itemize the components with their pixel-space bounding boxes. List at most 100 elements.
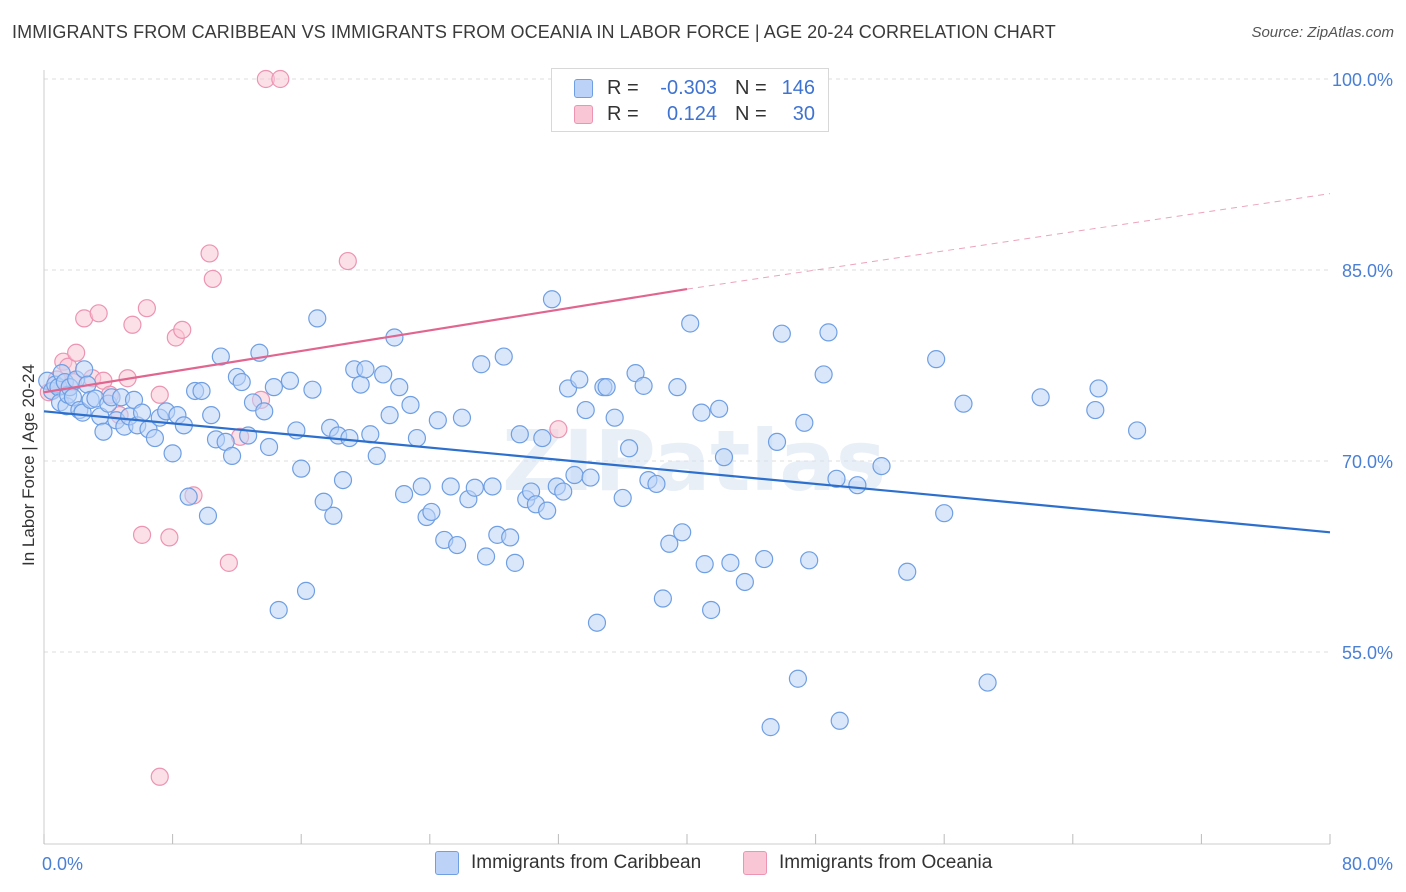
- tick-labels: 55.0% 70.0% 85.0% 100.0% 0.0% 80.0%: [42, 70, 1393, 874]
- caribbean-point: [767, 432, 787, 451]
- bottom-legend-caribbean: Immigrants from Caribbean: [435, 851, 701, 875]
- caribbean-point: [75, 360, 94, 379]
- oceania-swatch: [574, 104, 593, 124]
- caribbean-legend-swatch: [435, 851, 459, 875]
- caribbean-point: [660, 534, 679, 553]
- trend-lines: [43, 193, 1331, 534]
- caribbean-point: [1127, 421, 1147, 440]
- caribbean-point: [380, 406, 399, 425]
- r-label: R =: [607, 102, 639, 125]
- caribbean-point: [351, 375, 370, 394]
- caribbean-point: [898, 562, 917, 581]
- caribbean-point: [94, 422, 113, 441]
- legend-row-oceania: R = 0.124 N = 30: [574, 102, 815, 126]
- caribbean-point: [570, 370, 589, 389]
- caribbean-point: [264, 378, 283, 397]
- x-tick-label: 0.0%: [42, 854, 83, 874]
- caribbean-point: [542, 290, 562, 309]
- caribbean-point: [814, 365, 833, 384]
- caribbean-point: [848, 476, 867, 495]
- caribbean-point: [788, 669, 808, 688]
- oceania-point: [89, 304, 108, 323]
- caribbean-point: [620, 439, 639, 458]
- caribbean-point: [367, 446, 386, 466]
- chart-title: IMMIGRANTS FROM CARIBBEAN VS IMMIGRANTS …: [12, 22, 1056, 42]
- oceania-point: [200, 244, 219, 263]
- oceania-point: [150, 767, 169, 786]
- caribbean-point: [935, 504, 954, 523]
- caribbean-point: [494, 347, 513, 366]
- legend: R = -0.303 N = 146 R = 0.124 N = 30: [551, 68, 829, 132]
- oceania-point: [67, 343, 86, 362]
- caribbean-point: [374, 365, 393, 384]
- y-tick-label: 85.0%: [1342, 261, 1393, 281]
- caribbean-point: [422, 502, 441, 522]
- caribbean-point: [132, 403, 152, 422]
- caribbean-point: [647, 474, 666, 494]
- y-tick-label: 100.0%: [1332, 70, 1393, 90]
- caribbean-point: [927, 350, 946, 369]
- r-value: 0.124: [666, 102, 717, 125]
- caribbean-point: [819, 323, 838, 342]
- caribbean-point: [538, 501, 557, 520]
- caribbean-point: [259, 437, 279, 457]
- oceania-trend-line: [686, 193, 1331, 290]
- caribbean-point: [510, 425, 529, 444]
- caribbean-point: [476, 547, 496, 566]
- caribbean-point: [412, 477, 431, 496]
- y-axis-label: In Labor Force | Age 20-24: [19, 364, 38, 566]
- caribbean-point: [390, 378, 409, 397]
- caribbean-point: [401, 395, 420, 415]
- caribbean-point: [145, 428, 165, 448]
- caribbean-point: [308, 309, 327, 328]
- caribbean-point: [269, 600, 288, 620]
- caribbean-point: [795, 413, 814, 432]
- caribbean-point: [192, 381, 211, 401]
- caribbean-point: [954, 394, 973, 413]
- caribbean-point: [554, 482, 573, 501]
- caribbean-point: [710, 399, 729, 418]
- caribbean-point: [772, 324, 791, 343]
- x-tick-label: 80.0%: [1342, 854, 1393, 874]
- caribbean-point: [222, 446, 242, 466]
- bottom-legend-oceania: Immigrants from Oceania: [743, 851, 992, 875]
- caribbean-point: [673, 523, 692, 542]
- caribbean-point: [501, 528, 520, 547]
- caribbean-point: [735, 572, 754, 592]
- caribbean-point: [324, 506, 343, 525]
- caribbean-point: [505, 553, 525, 572]
- caribbean-point: [394, 485, 414, 504]
- source-label: Source: ZipAtlas.com: [1251, 24, 1394, 41]
- n-value: 146: [781, 76, 815, 99]
- oceania-point: [137, 299, 156, 318]
- oceania-point: [123, 315, 142, 334]
- caribbean-point: [314, 492, 333, 511]
- caribbean-point: [597, 378, 616, 397]
- caribbean-legend-label: Immigrants from Caribbean: [471, 852, 702, 873]
- caribbean-point: [441, 477, 460, 496]
- n-label: N =: [735, 102, 767, 125]
- oceania-point: [150, 385, 169, 404]
- oceania-legend-swatch: [743, 851, 767, 875]
- caribbean-point: [702, 600, 721, 620]
- caribbean-point: [202, 406, 221, 425]
- caribbean-point: [755, 549, 774, 569]
- oceania-point: [160, 528, 179, 547]
- y-tick-label: 55.0%: [1342, 643, 1393, 663]
- caribbean-point: [428, 411, 447, 430]
- oceania-point: [219, 553, 238, 572]
- caribbean-point: [613, 488, 632, 508]
- caribbean-point: [292, 459, 311, 478]
- caribbean-point: [198, 506, 218, 525]
- caribbean-swatch: [574, 78, 593, 98]
- caribbean-point: [721, 553, 740, 572]
- caribbean-point: [452, 408, 472, 427]
- caribbean-point: [232, 372, 251, 392]
- caribbean-point: [761, 718, 780, 737]
- caribbean-point: [163, 444, 182, 463]
- caribbean-point: [356, 360, 375, 379]
- oceania-point: [549, 420, 568, 439]
- caribbean-point: [695, 555, 714, 574]
- caribbean-point: [483, 477, 502, 496]
